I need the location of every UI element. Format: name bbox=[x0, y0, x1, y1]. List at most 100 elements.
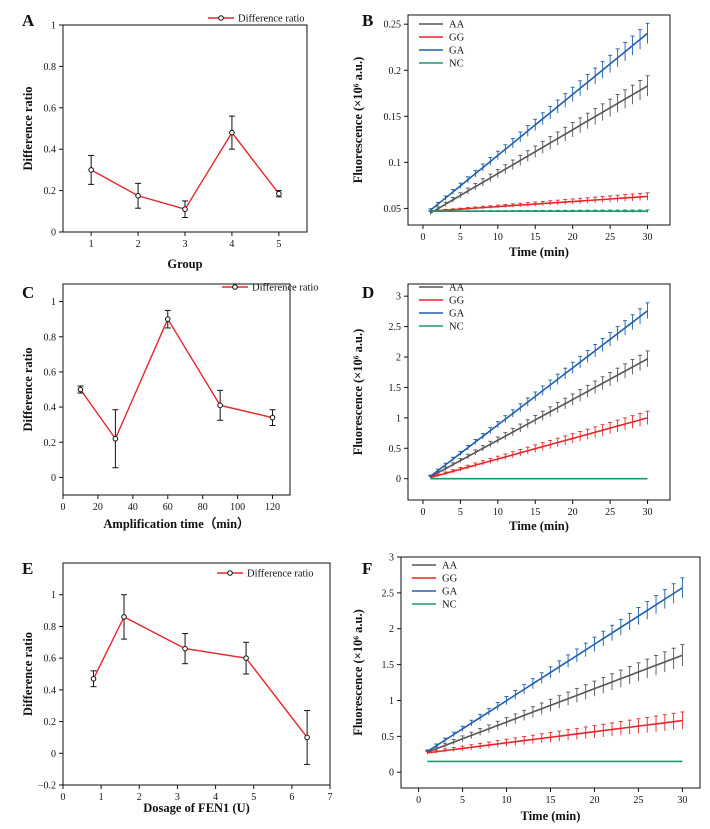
data-point bbox=[269, 414, 276, 421]
x-tick-label: 15 bbox=[530, 507, 540, 518]
legend-label: AA bbox=[449, 20, 465, 31]
legend-label: Difference ratio bbox=[252, 283, 319, 294]
y-axis-title: Difference ratio bbox=[21, 347, 35, 431]
y-tick-label: 1 bbox=[389, 696, 394, 707]
y-tick-label: 0 bbox=[389, 768, 394, 779]
x-tick-label: 7 bbox=[328, 792, 333, 803]
x-axis-title: Dosage of FEN1 (U) bbox=[143, 801, 250, 815]
panel-label: F bbox=[362, 559, 372, 578]
y-tick-label: 3 bbox=[396, 292, 401, 303]
y-tick-label: 0.2 bbox=[389, 66, 402, 77]
y-axis-title: Difference ratio bbox=[21, 86, 35, 170]
legend-label: GA bbox=[442, 587, 458, 598]
data-point bbox=[243, 655, 249, 661]
x-tick-label: 20 bbox=[589, 795, 599, 806]
x-tick-label: 1 bbox=[99, 792, 104, 803]
x-axis-title: Time (min) bbox=[521, 809, 581, 823]
plot-frame bbox=[407, 14, 671, 226]
y-tick-label: 0.6 bbox=[44, 654, 57, 665]
x-tick-label: 20 bbox=[568, 507, 578, 518]
x-tick-label: 3 bbox=[183, 239, 188, 250]
y-tick-label: 1.5 bbox=[382, 660, 395, 671]
x-tick-label: 10 bbox=[493, 232, 503, 243]
plot-frame bbox=[62, 283, 291, 496]
series-line-ga bbox=[429, 32, 649, 211]
x-tick-label: 4 bbox=[213, 792, 218, 803]
y-tick-label: 0 bbox=[51, 228, 56, 239]
series-line-gg bbox=[430, 417, 648, 479]
series-line bbox=[90, 131, 280, 211]
panel-A: A 1 2 3 4 5 0 0.2 0.4 0.6 0.8 1 Group Difference rati… bbox=[21, 11, 308, 271]
y-tick-label: 0.5 bbox=[382, 732, 395, 743]
y-tick-label: 0.4 bbox=[44, 145, 57, 156]
panel-B: B 0 5 10 15 20 25 30 0.05 0.1 0.15 0.2 0.25 Time (min… bbox=[351, 11, 671, 259]
x-tick-label: 30 bbox=[643, 232, 653, 243]
panel-label: C bbox=[22, 283, 34, 302]
legend-label: GG bbox=[442, 574, 458, 585]
series-line-gg bbox=[430, 195, 648, 212]
legend-label: GG bbox=[449, 296, 465, 307]
panel-D: D 0 5 10 15 20 25 30 0 0.5 1 1.5 2 2.5 3 Time (min) Fluo… bbox=[351, 283, 671, 533]
y-tick-label: 0.2 bbox=[44, 717, 57, 728]
y-tick-label: 0.15 bbox=[384, 112, 402, 123]
y-tick-label: 0 bbox=[51, 473, 56, 484]
data-point bbox=[304, 734, 310, 741]
x-tick-label: 1 bbox=[89, 239, 94, 250]
x-axis-title: Time (min) bbox=[509, 245, 569, 259]
x-tick-label: 15 bbox=[546, 795, 556, 806]
y-tick-label: −0.2 bbox=[38, 781, 56, 792]
x-tick-label: 5 bbox=[276, 239, 281, 250]
legend-label: AA bbox=[442, 561, 458, 572]
y-tick-label: 0.6 bbox=[44, 367, 57, 378]
y-tick-label: 0.5 bbox=[389, 444, 402, 455]
y-tick-label: 1 bbox=[51, 21, 56, 32]
x-tick-label: 25 bbox=[633, 795, 643, 806]
plot-frame bbox=[407, 283, 671, 501]
panel-label: D bbox=[362, 283, 374, 302]
legend-marker bbox=[232, 284, 238, 290]
x-tick-label: 2 bbox=[136, 239, 141, 250]
series-line-aa bbox=[427, 654, 683, 753]
y-tick-label: 0.8 bbox=[44, 62, 57, 73]
series-line-aa bbox=[430, 85, 648, 214]
x-tick-label: 3 bbox=[175, 792, 180, 803]
legend-label: Difference ratio bbox=[238, 14, 305, 25]
y-axis-title: Difference ratio bbox=[21, 632, 35, 716]
data-point bbox=[121, 614, 127, 620]
y-tick-label: 3 bbox=[389, 553, 394, 564]
x-axis-title: Amplification time（min） bbox=[103, 516, 249, 531]
data-point bbox=[229, 129, 235, 136]
legend-label: GA bbox=[449, 46, 465, 57]
y-tick-label: 0.4 bbox=[44, 685, 57, 696]
series-line-gg bbox=[427, 719, 683, 754]
x-tick-label: 5 bbox=[460, 795, 465, 806]
data-point bbox=[88, 167, 94, 173]
y-tick-label: 1.5 bbox=[389, 383, 402, 394]
legend-marker bbox=[218, 15, 224, 21]
panel-C: C 0 20 40 60 80 100 120 0 0.2 0.4 0.6 0.8 1 Amplificat… bbox=[21, 283, 319, 532]
x-tick-label: 40 bbox=[128, 502, 138, 513]
x-tick-label: 80 bbox=[198, 502, 208, 513]
x-tick-label: 15 bbox=[530, 232, 540, 243]
series-line-ga bbox=[426, 587, 683, 753]
y-tick-label: 0 bbox=[396, 474, 401, 485]
y-tick-label: 2 bbox=[389, 624, 394, 635]
data-point bbox=[77, 386, 84, 393]
legend-label: Difference ratio bbox=[247, 569, 314, 580]
data-point bbox=[182, 206, 188, 213]
y-tick-label: 1 bbox=[51, 297, 56, 308]
legend-label: NC bbox=[449, 322, 464, 333]
y-tick-label: 1 bbox=[51, 590, 56, 601]
y-tick-label: 0.2 bbox=[44, 438, 57, 449]
x-axis-title: Time (min) bbox=[509, 519, 569, 533]
panel-E: E 0 1 2 3 4 5 6 7 −0.2 0 0.2 0.4 0.6 0.8 1 Dosage of FEN… bbox=[21, 559, 333, 815]
y-tick-label: 2 bbox=[396, 353, 401, 364]
x-tick-label: 20 bbox=[568, 232, 578, 243]
x-tick-label: 2 bbox=[137, 792, 142, 803]
y-axis-title: Fluorescence (×10⁶ a.u.) bbox=[351, 609, 365, 736]
legend-label: GA bbox=[449, 309, 465, 320]
y-tick-label: 2.5 bbox=[389, 322, 402, 333]
x-tick-label: 5 bbox=[458, 507, 463, 518]
y-tick-label: 2.5 bbox=[382, 588, 395, 599]
y-tick-label: 0.4 bbox=[44, 403, 57, 414]
